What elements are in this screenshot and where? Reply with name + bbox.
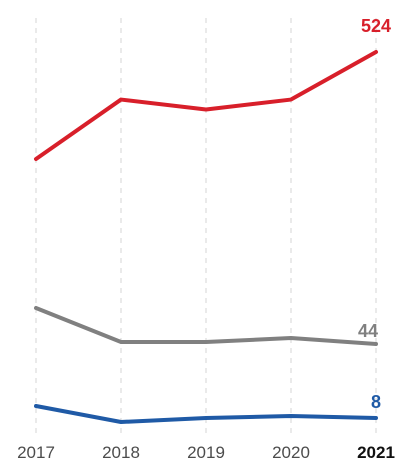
x-tick-2021: 2021 <box>357 443 395 462</box>
x-tick-2018: 2018 <box>102 443 140 462</box>
series-line-0 <box>34 50 378 161</box>
end-label-0: 524 <box>361 16 391 36</box>
end-labels: 524 44 8 <box>358 16 391 412</box>
x-tick-2019: 2019 <box>187 443 225 462</box>
end-label-2: 8 <box>371 392 381 412</box>
end-label-1: 44 <box>358 321 378 341</box>
x-axis: 2017 2018 2019 2020 2021 <box>17 443 395 462</box>
series-line-2 <box>34 404 378 424</box>
x-tick-2020: 2020 <box>272 443 310 462</box>
series-line-1 <box>34 306 378 346</box>
series-lines <box>34 50 378 424</box>
x-tick-2017: 2017 <box>17 443 55 462</box>
